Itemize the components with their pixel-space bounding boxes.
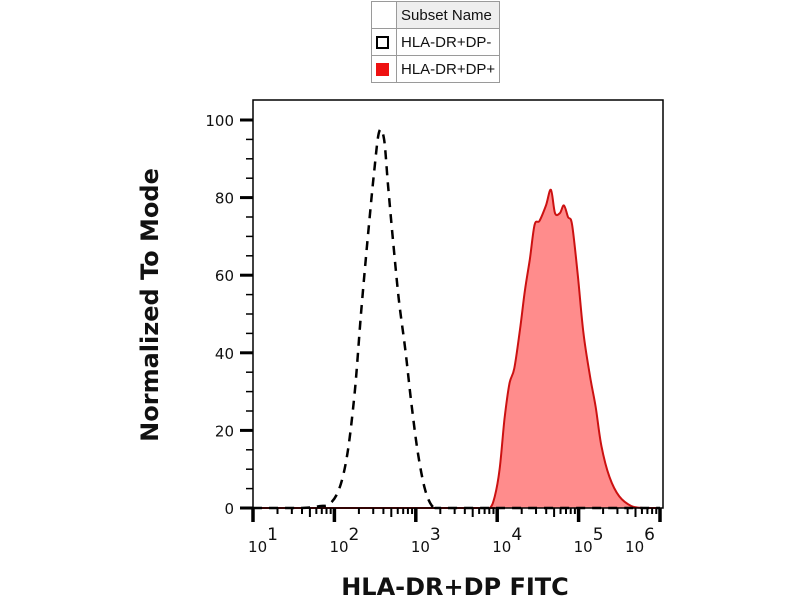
y-tick-label: 60 xyxy=(215,267,234,285)
series-area-fill xyxy=(253,189,660,508)
legend-header-blank xyxy=(371,1,397,29)
legend-swatch-filled xyxy=(376,63,389,77)
y-tick-label: 80 xyxy=(215,190,234,208)
x-tick-label: 102 xyxy=(329,525,359,556)
series-line-negative xyxy=(253,128,660,510)
legend-swatch-outline xyxy=(376,36,389,50)
y-axis-title: Normalized To Mode xyxy=(136,168,164,442)
legend: Subset Name HLA-DR+DP- HLA-DR+DP+ xyxy=(371,1,501,83)
x-tick-label: 106 xyxy=(625,525,655,556)
x-tick-label: 103 xyxy=(411,525,441,556)
x-tick-label: 105 xyxy=(574,525,604,556)
legend-entry: HLA-DR+DP+ xyxy=(371,55,501,83)
y-tick-label: 20 xyxy=(215,422,234,440)
x-axis-title: HLA-DR+DP FITC xyxy=(341,573,569,600)
x-tick-label: 104 xyxy=(492,525,522,556)
y-tick-label: 100 xyxy=(205,112,234,130)
plot-frame xyxy=(252,99,664,509)
x-tick-label: 101 xyxy=(248,525,278,556)
series-line-positive xyxy=(253,188,660,510)
legend-entry-label: HLA-DR+DP+ xyxy=(395,55,501,83)
y-tick-label: 0 xyxy=(224,500,234,518)
y-tick-label: 40 xyxy=(215,345,234,363)
